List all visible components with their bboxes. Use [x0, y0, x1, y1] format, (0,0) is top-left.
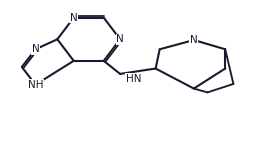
Text: NH: NH [28, 80, 43, 90]
Text: N: N [32, 44, 39, 54]
Text: N: N [190, 35, 198, 45]
Text: HN: HN [126, 74, 141, 84]
Text: N: N [116, 34, 124, 44]
Text: N: N [70, 13, 78, 23]
